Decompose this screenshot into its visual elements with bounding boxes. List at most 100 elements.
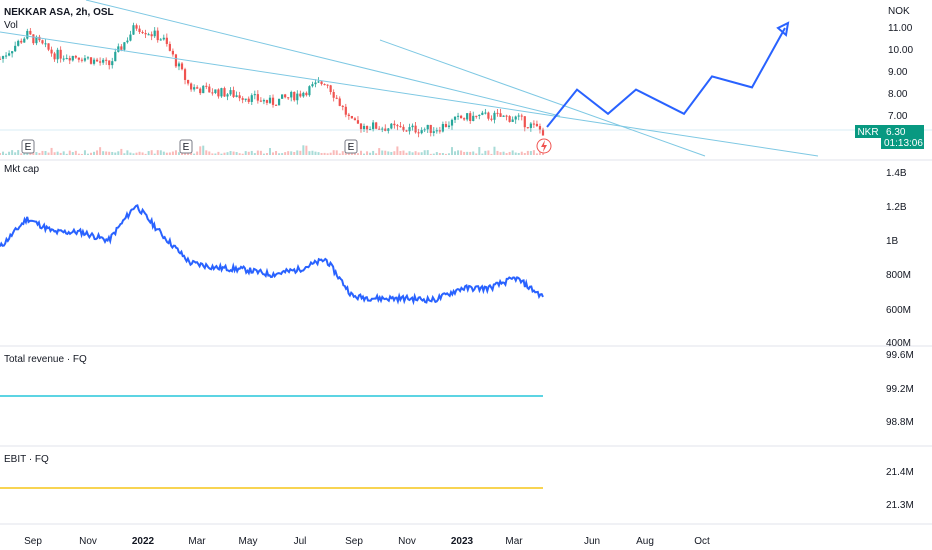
candle bbox=[120, 46, 123, 50]
volume-bar bbox=[174, 150, 177, 155]
volume-bar bbox=[523, 153, 526, 155]
volume-bar bbox=[326, 153, 329, 155]
x-tick: Sep bbox=[24, 536, 42, 547]
volume-bar bbox=[323, 152, 326, 155]
candle bbox=[284, 94, 287, 98]
volume-bar bbox=[80, 153, 83, 155]
trendline[interactable] bbox=[0, 31, 819, 157]
candle bbox=[26, 30, 29, 39]
candle bbox=[262, 100, 266, 102]
volume-bar bbox=[478, 147, 481, 155]
mktcap-tick: 600M bbox=[886, 305, 911, 316]
volume-bar bbox=[496, 150, 499, 155]
candle bbox=[99, 61, 102, 63]
candle bbox=[123, 42, 126, 50]
candle bbox=[293, 91, 296, 101]
candle bbox=[408, 127, 411, 132]
volume-bar bbox=[435, 152, 438, 155]
volume-bar bbox=[135, 152, 138, 155]
projection-path[interactable] bbox=[546, 27, 786, 128]
volume-bar bbox=[526, 150, 529, 155]
volume-bar bbox=[132, 153, 135, 155]
volume-bar bbox=[493, 146, 496, 155]
volume-bar bbox=[438, 153, 441, 155]
candle bbox=[520, 115, 523, 117]
x-tick: Sep bbox=[345, 536, 363, 547]
volume-bar bbox=[5, 153, 8, 155]
candle bbox=[435, 130, 438, 132]
volume-bar bbox=[0, 153, 1, 155]
price-tick: 8.00 bbox=[888, 89, 908, 100]
candle bbox=[235, 95, 238, 97]
volume-bar bbox=[508, 151, 511, 155]
candle bbox=[4, 55, 8, 57]
candle bbox=[177, 63, 181, 67]
earnings-marker[interactable]: E bbox=[21, 139, 35, 154]
candle bbox=[50, 49, 53, 54]
mktcap-line bbox=[0, 204, 544, 306]
volume-bar bbox=[259, 150, 262, 155]
candle bbox=[20, 40, 23, 43]
candle bbox=[65, 58, 68, 60]
volume-bar bbox=[8, 151, 11, 155]
trendlines[interactable] bbox=[0, 0, 932, 157]
earnings-marker[interactable]: E bbox=[179, 139, 193, 154]
volume-bar bbox=[11, 150, 14, 155]
revenue-tick: 98.8M bbox=[886, 417, 914, 428]
x-tick: Mar bbox=[188, 536, 206, 547]
symbol-title[interactable]: NEKKAR ASA, 2h, OSL bbox=[4, 7, 114, 18]
volume-bar bbox=[432, 153, 435, 155]
candle bbox=[514, 116, 517, 120]
volume-bar bbox=[366, 151, 369, 155]
candle bbox=[399, 126, 402, 128]
candle bbox=[38, 36, 41, 41]
volume-bar bbox=[457, 150, 460, 155]
volume-bar bbox=[429, 153, 432, 155]
candle bbox=[250, 95, 253, 102]
candle bbox=[305, 92, 308, 96]
candle bbox=[144, 33, 147, 35]
earnings-marker[interactable]: E bbox=[344, 139, 358, 154]
volume-bar bbox=[165, 152, 168, 155]
volume-bar bbox=[469, 151, 472, 155]
volume-bar bbox=[138, 151, 141, 155]
candle bbox=[359, 123, 363, 130]
candle bbox=[463, 118, 466, 120]
candle bbox=[180, 63, 184, 70]
volume-bar bbox=[205, 150, 208, 155]
mktcap-tick: 1.4B bbox=[886, 168, 907, 179]
volume-bar bbox=[359, 150, 362, 155]
volume-bar bbox=[90, 152, 93, 155]
volume-bar bbox=[293, 151, 296, 155]
candle bbox=[429, 124, 432, 133]
candle bbox=[277, 98, 281, 106]
last-price-tag[interactable]: NKR 6.30 01:13:06 bbox=[855, 125, 924, 149]
candle bbox=[74, 55, 77, 58]
volume-bar bbox=[56, 151, 59, 155]
price-tick: 9.00 bbox=[888, 67, 908, 78]
volume-bar bbox=[426, 150, 429, 155]
volume-bar bbox=[93, 151, 96, 155]
candle bbox=[102, 59, 105, 63]
candle bbox=[365, 125, 369, 130]
volume-bar bbox=[487, 150, 490, 155]
volume-bar bbox=[153, 153, 156, 155]
x-axis: Sep Nov 2022 Mar May Jul Sep Nov 2023 Ma… bbox=[24, 536, 710, 547]
revenue-title: Total revenue · FQ bbox=[4, 354, 87, 365]
candle bbox=[165, 37, 168, 44]
volume-bar bbox=[378, 148, 381, 155]
candle bbox=[244, 98, 247, 100]
candle bbox=[438, 130, 441, 132]
candle bbox=[256, 94, 259, 101]
lightning-icon[interactable] bbox=[536, 138, 552, 154]
volume-bar bbox=[144, 153, 147, 155]
candle bbox=[402, 126, 405, 131]
trendline[interactable] bbox=[379, 39, 706, 157]
x-tick: Oct bbox=[694, 536, 710, 547]
volume-bar bbox=[226, 152, 229, 155]
candle bbox=[456, 115, 460, 117]
volume-bar bbox=[393, 151, 396, 155]
trendline[interactable] bbox=[85, 0, 561, 117]
volume-bar bbox=[387, 151, 390, 155]
x-tick: Mar bbox=[505, 536, 523, 547]
